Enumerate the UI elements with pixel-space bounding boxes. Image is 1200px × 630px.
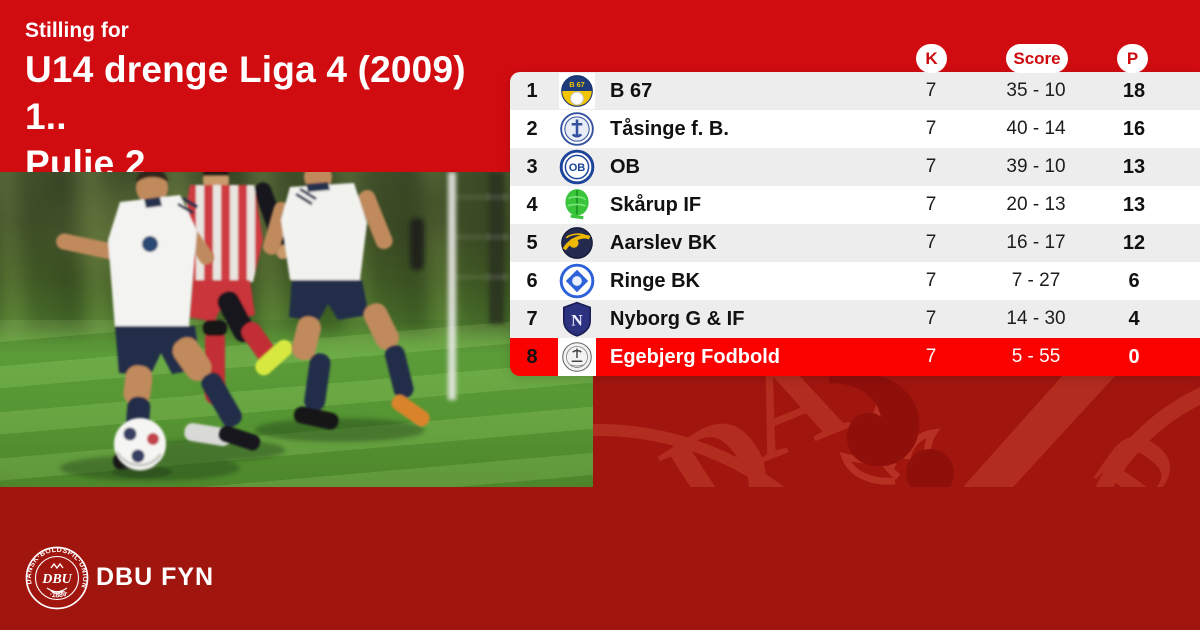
bottom-band: D A D	[0, 375, 1200, 630]
row-k: 7	[925, 156, 937, 177]
dbu-crest-icon: DANSK·BOLDSPIL·UNION ·1889· DBU	[25, 546, 89, 610]
svg-text:DBU: DBU	[41, 572, 72, 587]
row-k: 7	[925, 308, 937, 329]
row-k: 7	[925, 232, 937, 253]
row-club-name: Skårup IF	[610, 193, 702, 216]
row-points: 12	[1122, 231, 1146, 254]
svg-text:OB: OB	[569, 162, 586, 174]
nyborg-club-logo-icon: N	[554, 300, 600, 338]
row-k: 7	[925, 118, 937, 139]
egebjerg-club-logo-icon	[554, 338, 600, 376]
column-header-score-badge: Score	[1006, 44, 1068, 73]
table-row: 8 Egebjerg Fodbold 7 5 - 55 0	[510, 338, 1200, 376]
taasinge-club-logo-icon	[554, 110, 600, 148]
row-points: 13	[1122, 155, 1146, 178]
row-points: 6	[1128, 269, 1140, 292]
row-club-name: Aarslev BK	[610, 231, 717, 254]
ringe-club-logo-icon	[554, 262, 600, 300]
row-position: 6	[526, 269, 538, 292]
row-club-name: Ringe BK	[610, 269, 700, 292]
row-score: 35 - 10	[1006, 80, 1066, 101]
brand-name: DBU FYN	[96, 563, 215, 591]
standings-table: 1 B 67 B 67 7 35 - 10 18 2 Tåsinge f. B.…	[510, 72, 1200, 376]
skaarup-club-logo-icon	[554, 186, 600, 224]
row-position: 1	[526, 79, 538, 102]
row-position: 2	[526, 117, 538, 140]
table-row: 6 Ringe BK 7 7 - 27 6	[510, 262, 1200, 300]
row-score: 40 - 14	[1006, 118, 1066, 139]
row-score: 39 - 10	[1006, 156, 1066, 177]
svg-text:N: N	[571, 312, 583, 329]
dbu-crest-watermark-icon: D A D	[593, 375, 1200, 487]
table-row: 4 Skårup IF 7 20 - 13 13	[510, 186, 1200, 224]
row-score: 16 - 17	[1006, 232, 1066, 253]
table-row: 3 OB OB 7 39 - 10 13	[510, 148, 1200, 186]
row-position: 7	[526, 307, 538, 330]
row-k: 7	[925, 346, 937, 367]
column-header-k-badge: K	[916, 44, 947, 73]
youth-football-match-photo	[0, 172, 593, 487]
row-score: 20 - 13	[1006, 194, 1066, 215]
table-row: 1 B 67 B 67 7 35 - 10 18	[510, 72, 1200, 110]
row-points: 13	[1122, 193, 1146, 216]
table-row: 2 Tåsinge f. B. 7 40 - 14 16	[510, 110, 1200, 148]
row-points: 0	[1128, 345, 1140, 368]
row-club-name: Nyborg G & IF	[610, 307, 745, 330]
row-club-name: OB	[610, 155, 640, 178]
row-points: 4	[1128, 307, 1140, 330]
row-k: 7	[925, 270, 937, 291]
row-score: 7 - 27	[1011, 270, 1061, 291]
row-score: 14 - 30	[1006, 308, 1066, 329]
row-position: 8	[526, 345, 538, 368]
svg-text:D: D	[1074, 409, 1200, 487]
page-title: U14 drenge Liga 4 (2009) 1.. Pulje 2	[25, 46, 505, 187]
row-points: 18	[1122, 79, 1146, 102]
page-title-line1: U14 drenge Liga 4 (2009) 1..	[25, 49, 466, 137]
row-k: 7	[925, 80, 937, 101]
b67-club-logo-icon: B 67	[554, 72, 600, 110]
row-club-name: B 67	[610, 79, 653, 102]
row-position: 5	[526, 231, 538, 254]
svg-text:·1889·: ·1889·	[49, 590, 70, 600]
photo-vignette	[0, 172, 593, 487]
row-position: 3	[526, 155, 538, 178]
row-club-name: Egebjerg Fodbold	[610, 345, 780, 368]
svg-text:B 67: B 67	[569, 80, 585, 89]
row-k: 7	[925, 194, 937, 215]
aarslev-club-logo-icon	[554, 224, 600, 262]
column-header-points-badge: P	[1117, 44, 1148, 73]
eyebrow-label: Stilling for	[25, 19, 129, 42]
ob-club-logo-icon: OB	[554, 148, 600, 186]
row-points: 16	[1122, 117, 1146, 140]
row-club-name: Tåsinge f. B.	[610, 117, 729, 140]
row-score: 5 - 55	[1011, 346, 1061, 367]
row-position: 4	[526, 193, 538, 216]
table-row: 5 Aarslev BK 7 16 - 17 12	[510, 224, 1200, 262]
table-row: 7 N Nyborg G & IF 7 14 - 30 4	[510, 300, 1200, 338]
